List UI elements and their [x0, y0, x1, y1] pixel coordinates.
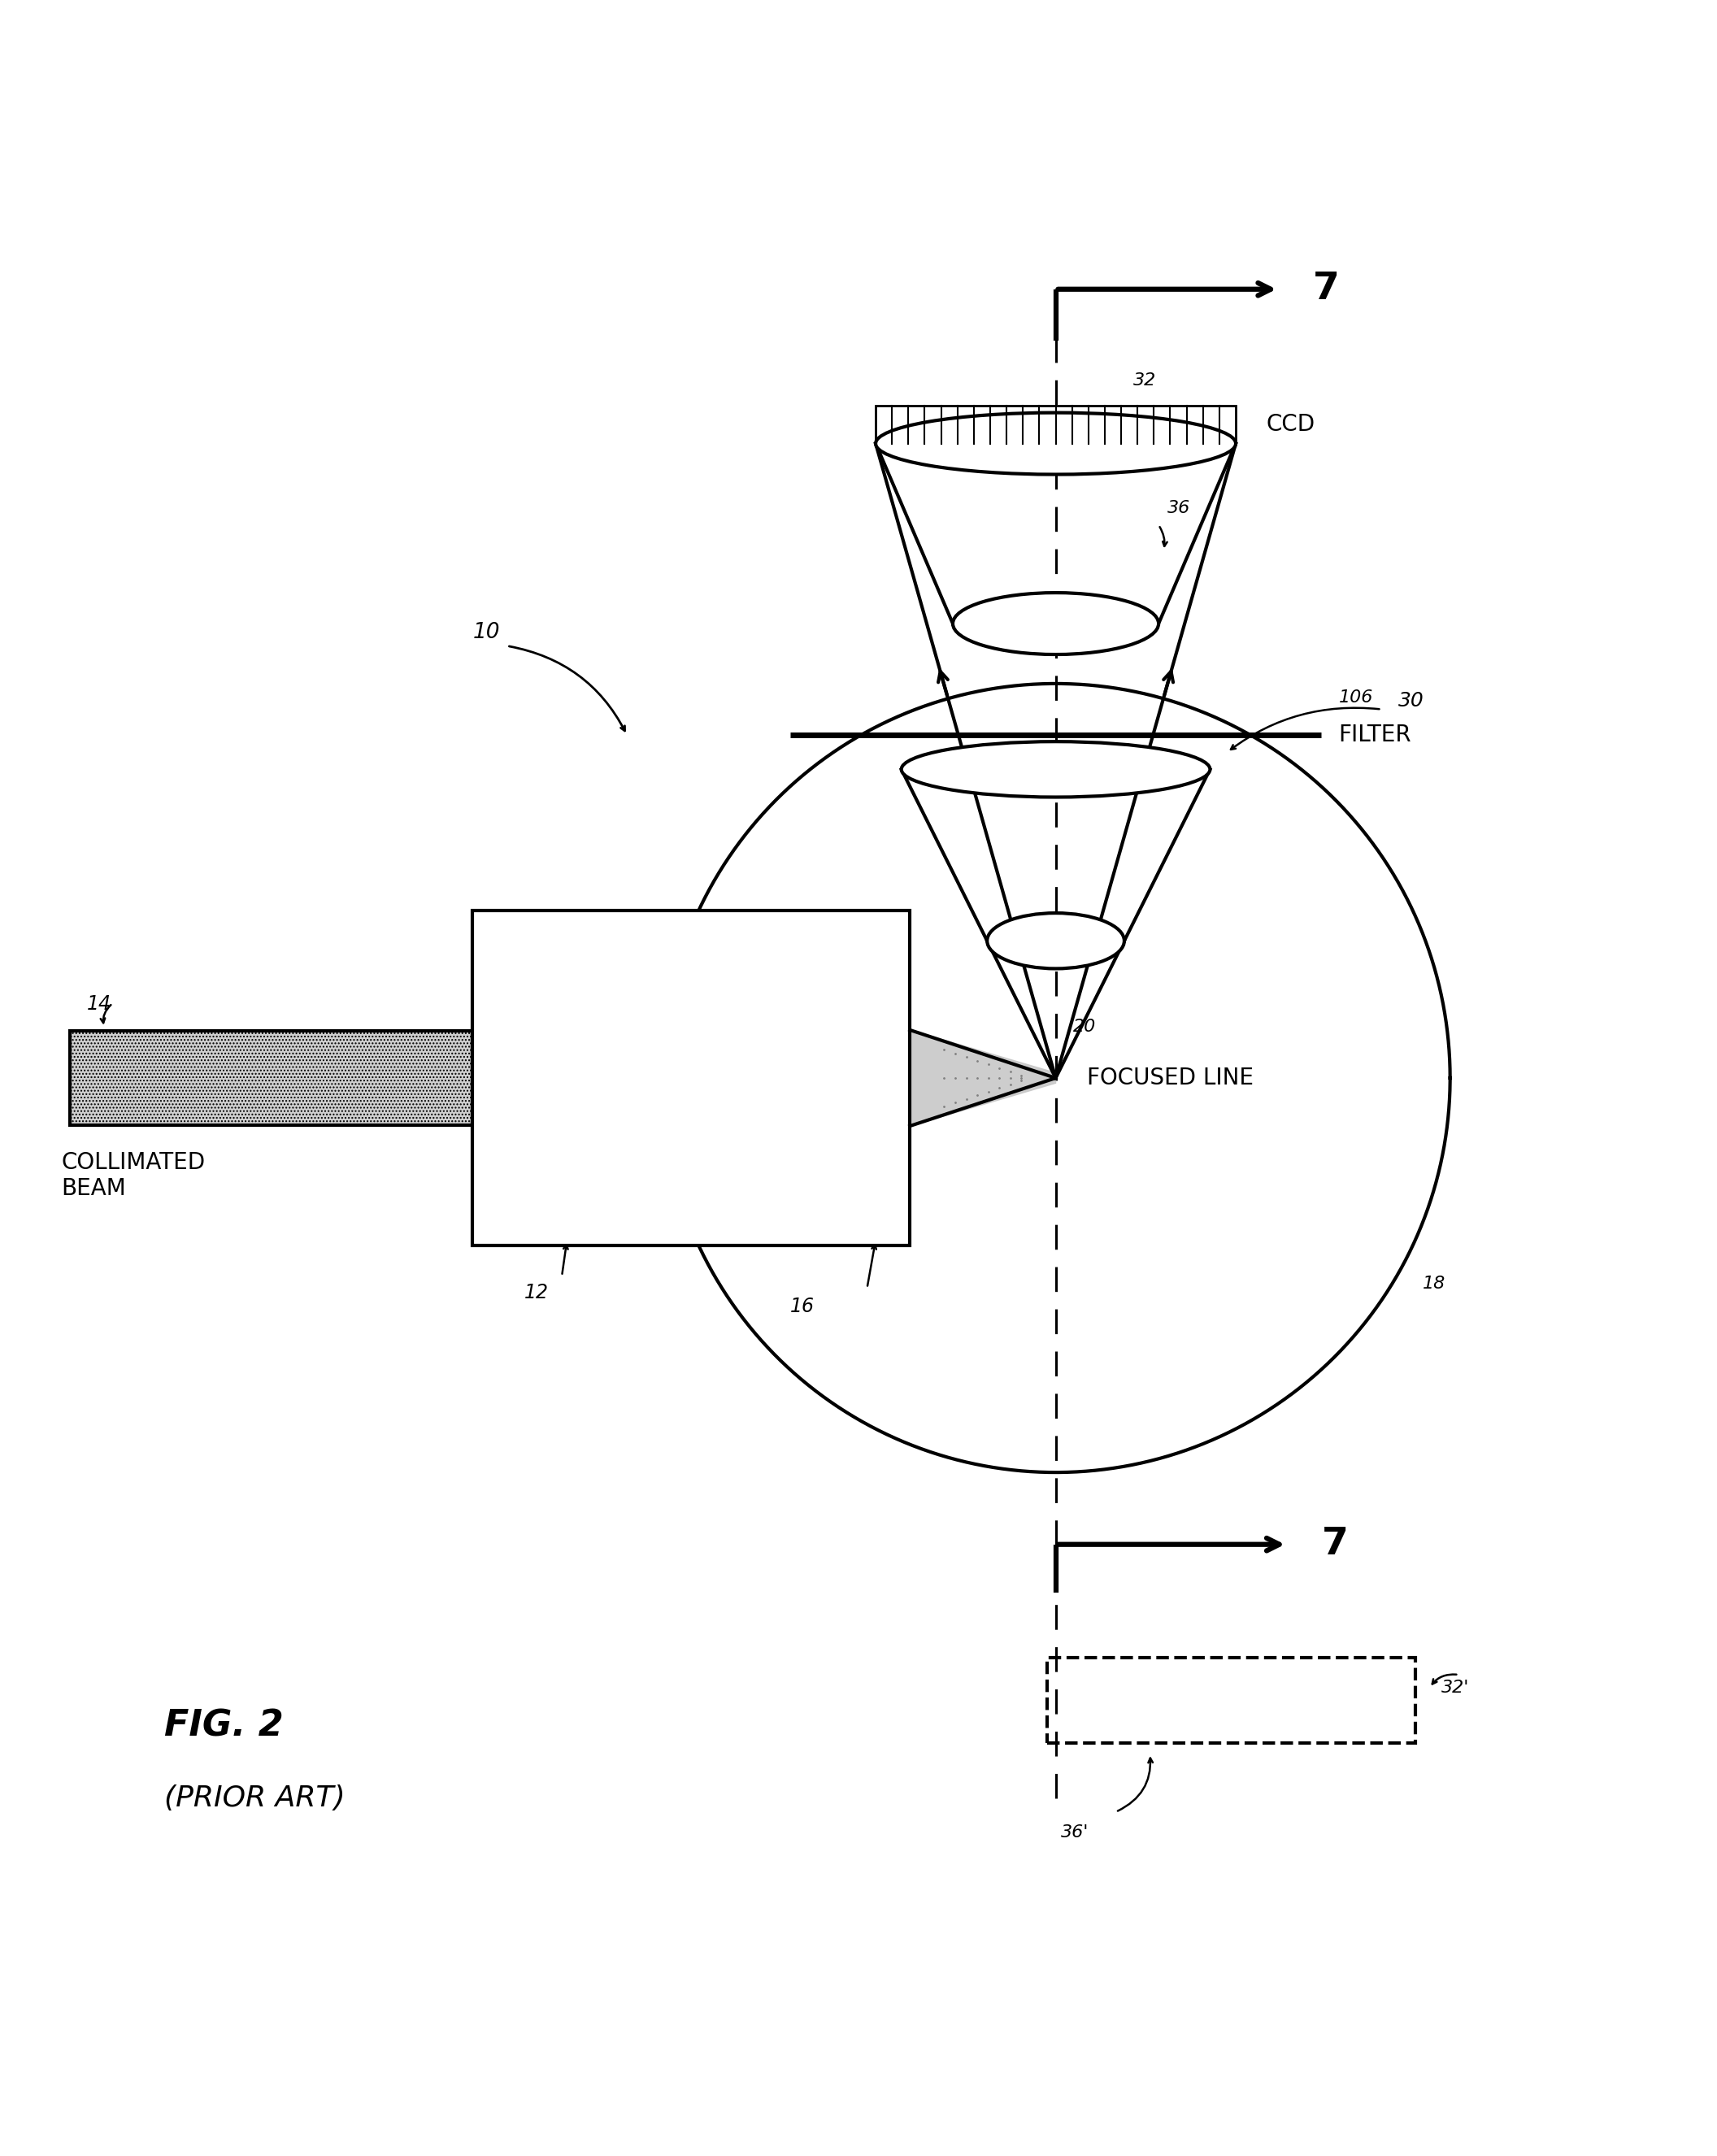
Text: 16: 16 [790, 1296, 814, 1315]
Text: 36: 36 [1168, 500, 1190, 515]
Text: 10: 10 [472, 621, 500, 642]
Ellipse shape [876, 412, 1236, 474]
Text: 7: 7 [1322, 1526, 1348, 1563]
Text: 7: 7 [1314, 272, 1339, 308]
Text: FILTER: FILTER [1339, 724, 1411, 746]
Text: 106: 106 [1339, 690, 1374, 705]
Ellipse shape [901, 742, 1210, 798]
Bar [876, 405, 1236, 444]
Text: 12: 12 [524, 1283, 548, 1302]
Text: 20: 20 [1073, 1018, 1095, 1035]
Ellipse shape [953, 593, 1159, 655]
Text: (PRIOR ART): (PRIOR ART) [165, 1785, 345, 1811]
Text: FIG. 2: FIG. 2 [165, 1710, 283, 1744]
Ellipse shape [987, 912, 1125, 968]
Text: COLLIMATED
BEAM: COLLIMATED BEAM [62, 1151, 204, 1201]
Text: 36': 36' [1061, 1824, 1089, 1841]
Text: CCD: CCD [1267, 414, 1315, 436]
Text: 18: 18 [1422, 1276, 1446, 1291]
Bar [472, 910, 910, 1246]
Text: 14: 14 [88, 994, 112, 1013]
Text: 32: 32 [1133, 373, 1156, 388]
Polygon shape [910, 1031, 1056, 1125]
Text: 32': 32' [1442, 1680, 1470, 1697]
Text: FOCUSED LINE: FOCUSED LINE [1087, 1067, 1253, 1089]
Text: 30: 30 [1399, 692, 1425, 711]
Bar [70, 1031, 472, 1125]
Bar [1047, 1658, 1417, 1744]
Text: CYLINDRICAL
LENS PARALLEL
TO WAFER: CYLINDRICAL LENS PARALLEL TO WAFER [604, 1024, 780, 1100]
